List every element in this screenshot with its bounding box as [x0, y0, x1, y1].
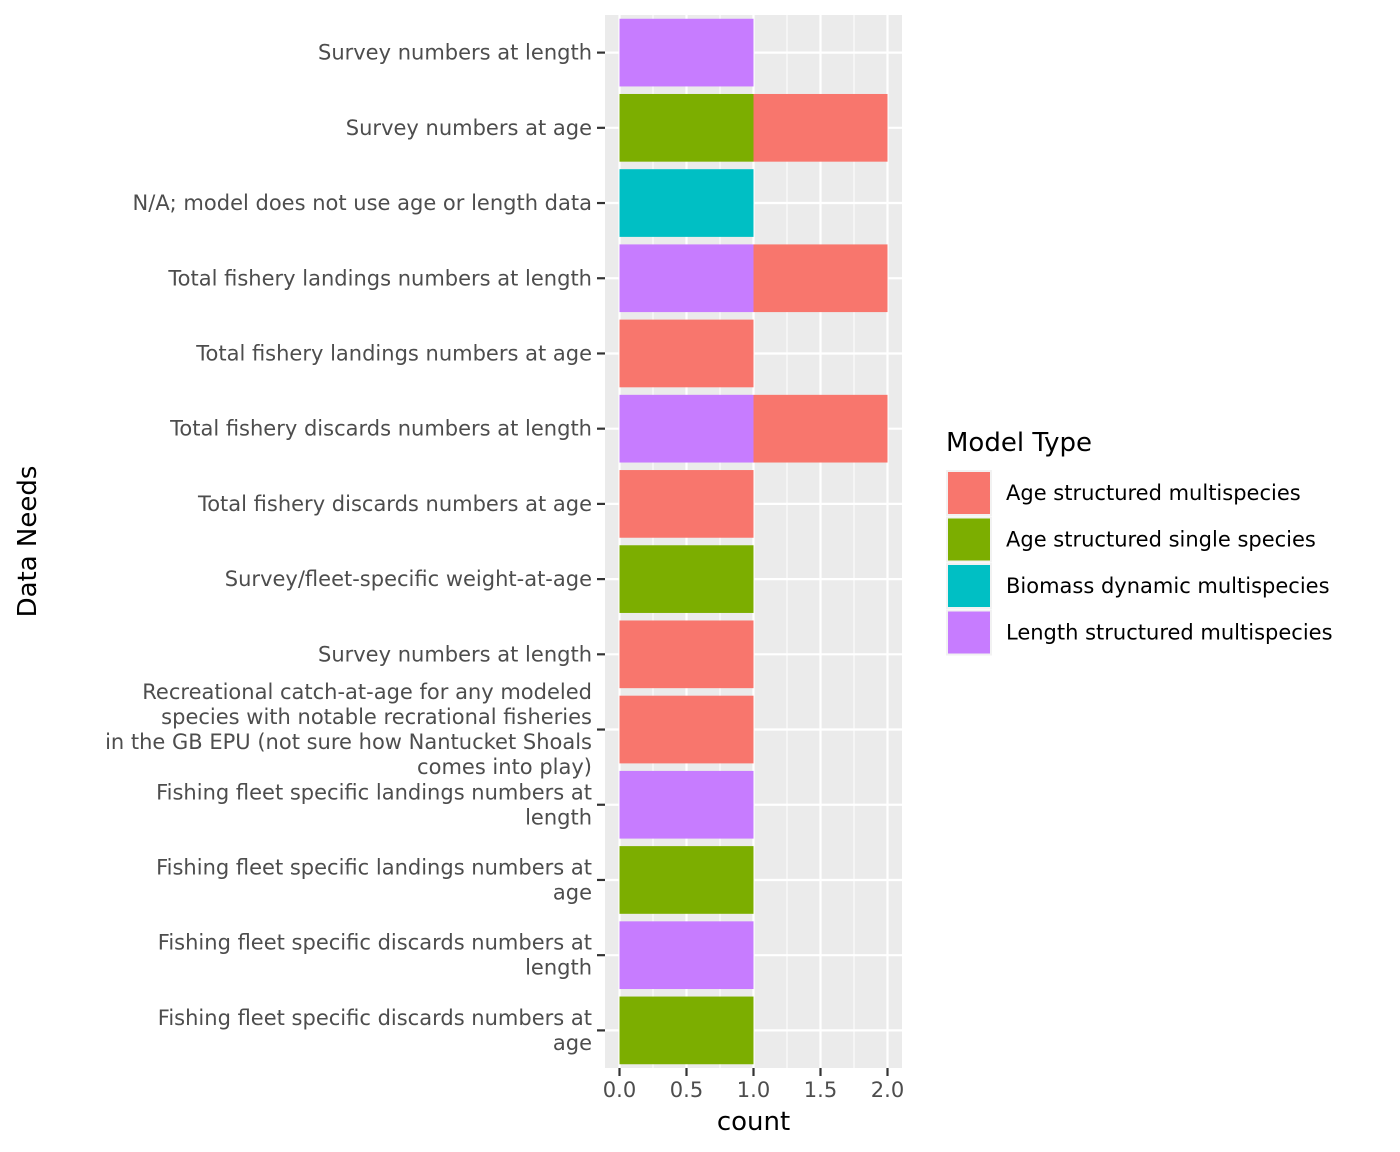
legend-label: Age structured multispecies: [1006, 481, 1301, 505]
bars-layer: [619, 18, 888, 1065]
bar-segment: [753, 244, 888, 313]
bar-segment: [619, 169, 754, 237]
category-label: Fishing fleet specific landings numbers …: [156, 780, 592, 829]
category-label: Survey numbers at age: [346, 116, 592, 140]
bar-segment: [753, 394, 888, 463]
bar-segment: [619, 93, 754, 162]
category-label: Total fishery discards numbers at length: [169, 417, 592, 441]
bar-segment: [619, 319, 754, 388]
legend-title: Model Type: [946, 428, 1092, 458]
category-label: Survey numbers at length: [318, 41, 592, 65]
category-label: Total fishery landings numbers at age: [195, 341, 592, 365]
category-label: Total fishery discards numbers at age: [197, 492, 592, 516]
category-label: Fishing fleet specific discards numbers …: [158, 931, 592, 980]
legend-label: Length structured multispecies: [1006, 621, 1333, 645]
x-tick-label: 0.5: [670, 1078, 703, 1102]
bar-segment: [619, 18, 754, 87]
bar-segment: [619, 921, 754, 990]
bar-segment: [619, 996, 754, 1065]
bar-segment: [753, 93, 888, 162]
x-axis: 0.0 0.5 1.0 1.5 2.0: [603, 1068, 904, 1102]
bar-segment: [619, 470, 754, 538]
bar-segment: [619, 244, 754, 313]
legend-key: [948, 611, 990, 654]
bar-segment: [619, 770, 754, 839]
x-tick-label: 1.5: [804, 1078, 837, 1102]
category-label: N/A; model does not use age or length da…: [133, 191, 592, 215]
y-axis-title: Data Needs: [13, 466, 43, 618]
x-tick-label: 1.0: [737, 1078, 770, 1102]
category-label: Recreational catch-at-age for any modele…: [105, 680, 592, 779]
legend-key: [948, 472, 990, 514]
bar-segment: [619, 846, 754, 914]
category-labels: Survey numbers at length Survey numbers a…: [105, 41, 605, 1055]
legend-key: [948, 518, 990, 561]
bar-segment: [619, 620, 754, 689]
x-axis-title: count: [717, 1107, 790, 1137]
x-tick-label: 2.0: [871, 1078, 904, 1102]
bar-segment: [619, 545, 754, 613]
legend-label: Biomass dynamic multispecies: [1006, 574, 1330, 598]
category-label: Fishing fleet specific discards numbers …: [158, 1006, 592, 1055]
category-label: Total fishery landings numbers at length: [167, 266, 592, 290]
legend: Model Type Age structured multispecies Ag…: [946, 428, 1333, 656]
bar-segment: [619, 394, 754, 463]
legend-label: Age structured single species: [1006, 528, 1316, 552]
category-label: Fishing fleet specific landings numbers …: [156, 855, 592, 904]
legend-key: [948, 565, 990, 607]
x-tick-label: 0.0: [603, 1078, 636, 1102]
category-label: Survey/fleet-specific weight-at-age: [225, 567, 592, 591]
category-label: Survey numbers at length: [318, 642, 592, 666]
bar-segment: [619, 695, 754, 764]
